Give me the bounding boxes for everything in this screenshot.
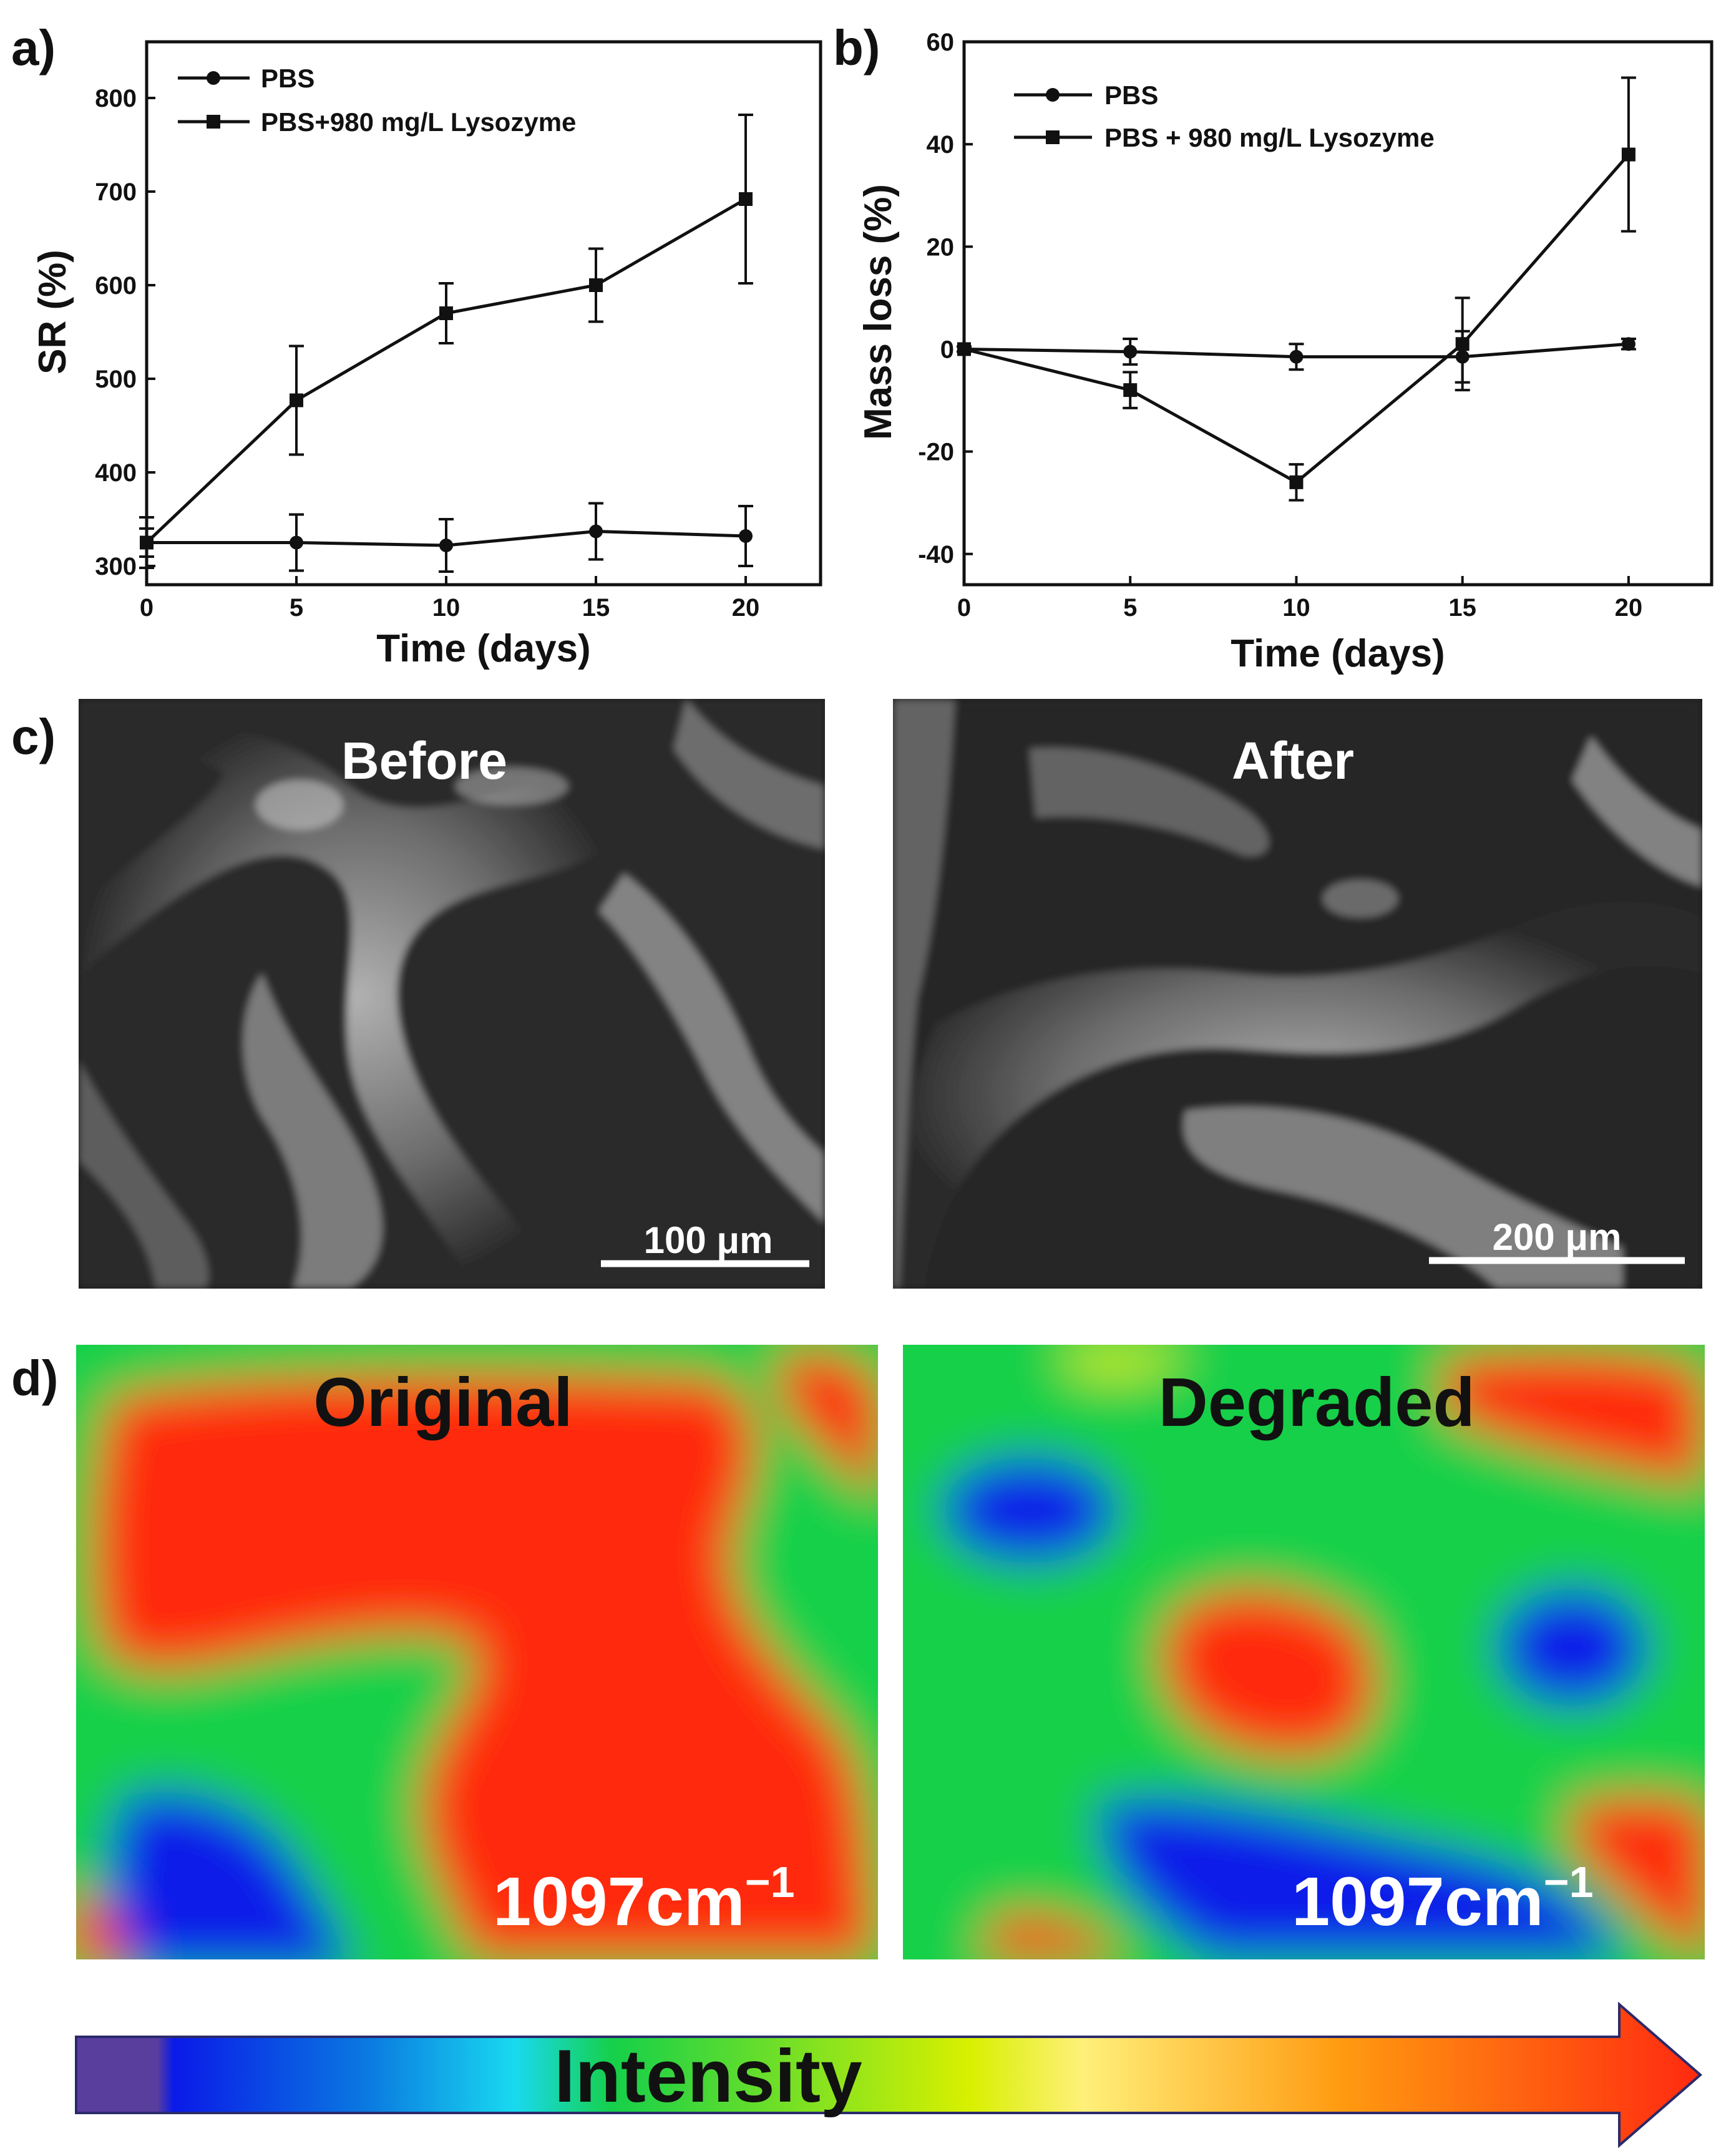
x-tick-label: 0 xyxy=(957,594,971,622)
colorbar-label: Intensity xyxy=(554,2034,862,2118)
series-pbs-point xyxy=(1123,344,1138,359)
legend: PBS PBS + 980 mg/L Lysozyme xyxy=(1014,80,1435,152)
plot-frame xyxy=(145,40,822,587)
series-pbs-980-mg-l-lysozyme-point xyxy=(140,535,154,550)
sem-image-after: After 200 μm xyxy=(893,699,1702,1289)
series-pbs-980-mg-l-lysozyme-point xyxy=(439,306,453,320)
y-tick-label: 600 xyxy=(95,272,137,300)
x-axis-title: Time (days) xyxy=(1231,632,1445,675)
series-pbs-980-mg-l-lysozyme-point xyxy=(589,278,603,292)
y-tick-label: 40 xyxy=(927,131,955,159)
chart-mass-loss: 0 5 10 15 20 -40 -20 0 20 40 60 Time (days) Mass l… xyxy=(857,29,1714,675)
x-tick-label: 0 xyxy=(140,594,154,622)
x-tick-label: 5 xyxy=(1123,594,1137,622)
y-tick-label: 20 xyxy=(927,233,955,261)
legend-label-lysozyme: PBS + 980 mg/L Lysozyme xyxy=(1104,123,1435,152)
scale-bar-label: 200 μm xyxy=(1493,1216,1622,1258)
axis-ticks: 0 5 10 15 20 -40 -20 0 20 40 60 xyxy=(918,29,1642,622)
colorbar-arrow xyxy=(75,2001,1703,2149)
y-tick-label: 300 xyxy=(95,553,137,580)
x-tick-label: 10 xyxy=(432,594,461,622)
y-tick-label: 0 xyxy=(940,336,954,363)
panel-label-b: b) xyxy=(833,20,880,76)
series-layer xyxy=(957,76,1636,502)
panel-label-c: c) xyxy=(11,709,56,764)
series-pbs-980-mg-l-lysozyme-point xyxy=(1455,337,1470,351)
series-pbs-980-mg-l-lysozyme-line xyxy=(145,197,747,544)
series-pbs-980-mg-l-lysozyme-line xyxy=(963,153,1630,484)
series-pbs-point xyxy=(589,524,603,539)
map-wavenumber-label: 1097cm−1 xyxy=(1292,1858,1594,1940)
x-tick-label: 15 xyxy=(1448,594,1476,622)
legend: PBS PBS+980 mg/L Lysozyme xyxy=(178,64,576,137)
raman-map-degraded: Degraded 1097cm−1 xyxy=(903,1345,1705,1959)
sem-texture xyxy=(893,699,1702,1289)
series-pbs-980-mg-l-lysozyme-point xyxy=(1123,383,1138,398)
x-axis-title: Time (days) xyxy=(376,627,590,670)
y-tick-label: -20 xyxy=(918,439,954,466)
series-pbs-980-mg-l-lysozyme-point xyxy=(1289,475,1304,489)
y-tick-label: 400 xyxy=(95,459,137,487)
map-wavenumber-label: 1097cm−1 xyxy=(493,1858,795,1940)
scale-bar-label: 100 μm xyxy=(644,1219,773,1261)
map-degraded-label: Degraded xyxy=(1158,1364,1475,1441)
x-tick-label: 15 xyxy=(582,594,610,622)
y-tick-label: 60 xyxy=(927,29,955,56)
legend-label-pbs: PBS xyxy=(261,64,314,93)
x-tick-label: 10 xyxy=(1282,594,1310,622)
series-pbs-980-mg-l-lysozyme-point xyxy=(957,342,971,356)
legend-marker-square xyxy=(207,115,220,129)
x-tick-label: 5 xyxy=(290,594,303,622)
series-pbs-point xyxy=(1289,349,1304,364)
x-tick-label: 20 xyxy=(732,594,760,622)
y-tick-label: 700 xyxy=(95,178,137,206)
series-pbs-980-mg-l-lysozyme-point xyxy=(1621,147,1636,162)
series-pbs-point xyxy=(439,539,453,552)
series-pbs-980-mg-l-lysozyme-point xyxy=(739,192,753,206)
map-heat xyxy=(76,1345,878,1959)
series-pbs-point xyxy=(1621,337,1636,351)
sem-before-label: Before xyxy=(341,731,507,790)
intensity-colorbar: Intensity xyxy=(75,2001,1703,2149)
series-layer xyxy=(139,114,753,573)
y-tick-label: -40 xyxy=(918,541,954,568)
sem-texture xyxy=(79,699,825,1289)
y-tick-label: 800 xyxy=(95,85,137,112)
legend-marker-square xyxy=(1046,130,1060,144)
y-axis-title: Mass loss (%) xyxy=(857,184,900,440)
series-pbs-point xyxy=(290,535,303,550)
map-heat xyxy=(903,1345,1705,1959)
map-original-label: Original xyxy=(313,1364,573,1441)
raman-map-original: Original 1097cm−1 xyxy=(76,1345,878,1959)
legend-marker-circle xyxy=(207,71,220,85)
plot-frame xyxy=(962,40,1714,587)
legend-label-lysozyme: PBS+980 mg/L Lysozyme xyxy=(261,107,576,137)
panel-label-d: d) xyxy=(11,1350,59,1406)
series-pbs-point xyxy=(739,529,753,543)
legend-label-pbs: PBS xyxy=(1104,80,1158,110)
series-pbs-980-mg-l-lysozyme-point xyxy=(290,393,303,407)
sem-after-label: After xyxy=(1232,731,1354,790)
x-tick-label: 20 xyxy=(1615,594,1643,622)
y-tick-label: 500 xyxy=(95,366,137,393)
legend-marker-circle xyxy=(1046,88,1060,102)
chart-swelling-ratio: 0 5 10 15 20 300 400 500 600 700 800 Time (days) S… xyxy=(31,40,822,670)
axis-ticks: 0 5 10 15 20 300 400 500 600 700 800 xyxy=(95,85,759,622)
sem-image-before: Before 100 μm xyxy=(79,699,825,1289)
y-axis-title: SR (%) xyxy=(31,250,74,374)
panel-label-a: a) xyxy=(11,20,56,76)
